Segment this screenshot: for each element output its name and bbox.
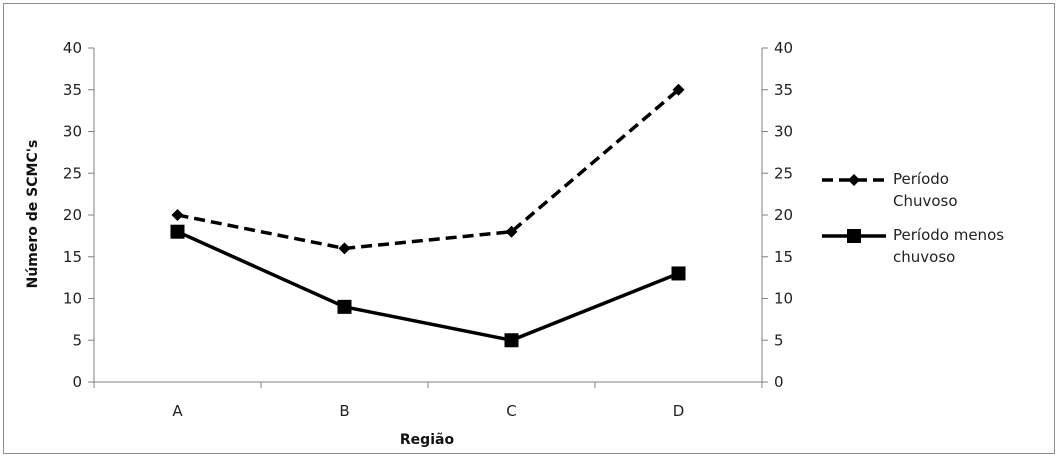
y-tick-label-right: 20 [774, 206, 793, 224]
legend-label: Período menos [893, 226, 1004, 244]
y-tick-label-left: 25 [63, 164, 82, 182]
data-point [170, 224, 185, 239]
legend-marker [848, 174, 860, 186]
y-tick-label-left: 0 [72, 373, 82, 391]
data-point [171, 209, 184, 221]
x-tick-label: D [673, 402, 685, 420]
legend-entry: Período menos chuvoso [822, 226, 1004, 266]
y-tick-label-right: 5 [774, 331, 784, 349]
y-axis-right: 0 5 10 15 20 25 30 35 40 [761, 39, 793, 391]
y-tick-label-left: 40 [63, 39, 82, 57]
series-line [177, 88, 680, 251]
x-tick-label: A [172, 402, 183, 420]
y-axis-left: 0 5 10 15 20 25 30 35 40 [63, 39, 95, 391]
series-line [176, 230, 680, 343]
legend-label: Chuvoso [893, 192, 958, 210]
x-tick-label: C [506, 402, 516, 420]
y-tick-label-right: 35 [774, 81, 793, 99]
data-point [338, 242, 351, 255]
y-tick-label-right: 40 [774, 39, 793, 57]
data-point [504, 333, 519, 348]
y-tick-label-left: 10 [63, 290, 82, 308]
y-tick-label-left: 30 [63, 123, 82, 141]
series-layer [170, 83, 686, 348]
series-1 [171, 83, 685, 255]
x-tick-label: B [339, 402, 349, 420]
y-tick-label-right: 15 [774, 248, 793, 266]
x-axis-title: Região [400, 432, 455, 448]
y-axis-title: Número de SCMC's [25, 140, 41, 289]
data-point [505, 225, 518, 238]
legend-label: Período [893, 170, 949, 188]
y-tick-label-left: 5 [72, 331, 82, 349]
y-tick-label-left: 35 [63, 81, 82, 99]
data-point [671, 266, 686, 281]
y-tick-label-right: 0 [774, 373, 784, 391]
legend-label: chuvoso [893, 248, 955, 266]
data-point [337, 299, 352, 314]
series-2 [170, 224, 686, 348]
y-tick-label-left: 15 [63, 248, 82, 266]
data-point [672, 83, 685, 96]
y-tick-label-left: 20 [63, 206, 82, 224]
y-tick-label-right: 25 [774, 164, 793, 182]
legend: Período Chuvoso Período menos chuvoso [822, 170, 1004, 266]
y-tick-label-right: 30 [774, 123, 793, 141]
legend-entry: Período Chuvoso [822, 170, 958, 210]
legend-marker [847, 229, 861, 243]
y-tick-label-right: 10 [774, 290, 793, 308]
x-axis: A B C D [93, 381, 763, 420]
